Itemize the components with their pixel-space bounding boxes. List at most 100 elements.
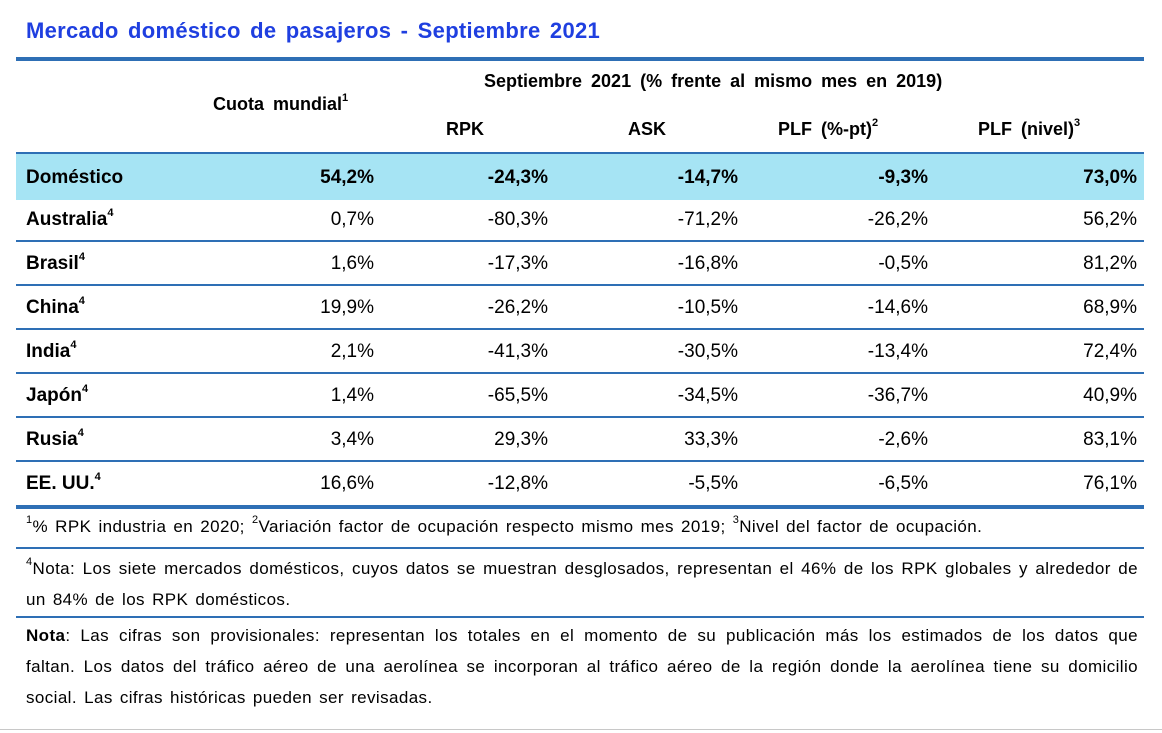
header-plf-pt-sup: 2	[871, 117, 879, 129]
cell-plf-pt: -0,5%	[878, 253, 928, 274]
header-plf-pt-label: PLF (%-pt)	[778, 119, 872, 139]
header-plf-nivel: PLF (nivel)3	[978, 117, 1081, 140]
header-ask-label: ASK	[628, 119, 667, 139]
row-name-text: Japón	[26, 385, 82, 406]
header-rpk-label: RPK	[446, 119, 485, 139]
row-name-text: EE. UU.	[26, 473, 95, 494]
row-name: EE. UU.4	[26, 462, 101, 506]
row-name: Japón4	[26, 374, 88, 418]
cell-rpk: -24,3%	[487, 167, 548, 188]
page-bottom-line	[0, 729, 1162, 730]
cell-rpk: -80,3%	[487, 209, 548, 230]
row-name: Rusia4	[26, 418, 84, 462]
row-divider	[16, 372, 1144, 374]
header-ask: ASK	[628, 119, 666, 140]
header-rpk: RPK	[446, 119, 484, 140]
cell-plf-pt: -14,6%	[867, 297, 928, 318]
row-divider	[16, 240, 1144, 242]
table-bottom-rule	[16, 505, 1144, 509]
header-plf-nivel-label: PLF (nivel)	[978, 119, 1075, 139]
footnote-divider	[16, 616, 1144, 618]
footnote-4: 4Nota: Los siete mercados domésticos, cu…	[26, 553, 1138, 615]
cell-ask: -34,5%	[677, 385, 738, 406]
cell-ask: -30,5%	[677, 341, 738, 362]
cell-rpk: -41,3%	[487, 341, 548, 362]
cell-ask: -5,5%	[688, 473, 738, 494]
cell-plf-nivel: 83,1%	[1083, 429, 1137, 450]
cell-cuota: 54,2%	[320, 167, 374, 188]
cell-rpk: -65,5%	[487, 385, 548, 406]
header-cuota-label: Cuota mundial	[213, 94, 342, 114]
note-text: : Las cifras son provisionales: represen…	[26, 626, 1138, 707]
fn4-text: Nota: Los siete mercados domésticos, cuy…	[26, 559, 1138, 609]
general-note: Nota: Las cifras son provisionales: repr…	[26, 620, 1138, 713]
row-name: Doméstico	[26, 156, 123, 200]
fn4-sup: 4	[26, 556, 33, 569]
cell-rpk: -26,2%	[487, 297, 548, 318]
row-name-text: Rusia	[26, 429, 78, 450]
row-name-sup: 4	[77, 426, 84, 439]
cell-cuota: 19,9%	[320, 297, 374, 318]
footnote-divider	[16, 547, 1144, 549]
row-name-sup: 4	[81, 382, 89, 395]
table-row: China4 19,9% -26,2% -10,5% -14,6% 68,9%	[16, 286, 1144, 330]
row-name-text: India	[26, 341, 71, 362]
cell-cuota: 1,6%	[330, 253, 374, 274]
cell-plf-pt: -36,7%	[867, 385, 928, 406]
header-plf-nivel-sup: 3	[1074, 117, 1081, 129]
row-divider	[16, 460, 1144, 462]
cell-plf-nivel: 40,9%	[1083, 385, 1137, 406]
cell-cuota: 0,7%	[330, 209, 374, 230]
cell-ask: 33,3%	[684, 429, 738, 450]
cell-plf-nivel: 72,4%	[1083, 341, 1137, 362]
row-name-sup: 4	[78, 294, 85, 307]
row-name-sup: 4	[70, 338, 77, 351]
cell-rpk: -17,3%	[487, 253, 548, 274]
cell-plf-nivel: 68,9%	[1083, 297, 1137, 318]
fn2-text: Variación factor de ocupación respecto m…	[258, 517, 733, 536]
cell-cuota: 2,1%	[330, 341, 374, 362]
cell-ask: -16,8%	[677, 253, 738, 274]
table-row: Doméstico 54,2% -24,3% -14,7% -9,3% 73,0…	[16, 156, 1144, 200]
row-name-sup: 4	[107, 206, 114, 219]
row-name: China4	[26, 286, 85, 330]
cell-cuota: 1,4%	[330, 385, 374, 406]
table-row: EE. UU.4 16,6% -12,8% -5,5% -6,5% 76,1%	[16, 462, 1144, 506]
row-name-text: China	[26, 297, 79, 318]
cell-plf-nivel: 73,0%	[1083, 167, 1137, 188]
highlight-band	[16, 154, 1144, 200]
fn3-text: Nivel del factor de ocupación.	[739, 517, 983, 536]
row-name-text: Doméstico	[26, 167, 124, 188]
cell-cuota: 3,4%	[330, 429, 374, 450]
row-divider	[16, 284, 1144, 286]
table-row: Brasil4 1,6% -17,3% -16,8% -0,5% 81,2%	[16, 242, 1144, 286]
cell-plf-pt: -2,6%	[878, 429, 928, 450]
cell-plf-pt: -26,2%	[867, 209, 928, 230]
row-divider	[16, 416, 1144, 418]
cell-ask: -14,7%	[677, 167, 738, 188]
cell-plf-nivel: 81,2%	[1083, 253, 1137, 274]
header-cuota: Cuota mundial1	[213, 92, 349, 115]
row-name: Australia4	[26, 198, 113, 242]
fn1-sup: 1	[26, 514, 33, 527]
note-label: Nota	[26, 626, 66, 645]
row-divider	[16, 328, 1144, 330]
row-name-sup: 4	[94, 470, 101, 483]
cell-ask: -71,2%	[677, 209, 738, 230]
table-row: Australia4 0,7% -80,3% -71,2% -26,2% 56,…	[16, 198, 1144, 242]
cell-ask: -10,5%	[677, 297, 738, 318]
row-name: India4	[26, 330, 76, 374]
cell-cuota: 16,6%	[320, 473, 374, 494]
row-name: Brasil4	[26, 242, 85, 286]
fn1-text: % RPK industria en 2020;	[32, 517, 252, 536]
row-name-text: Australia	[26, 209, 108, 230]
cell-rpk: -12,8%	[487, 473, 548, 494]
fn2-sup: 2	[251, 514, 259, 527]
cell-rpk: 29,3%	[494, 429, 548, 450]
cell-plf-pt: -9,3%	[878, 167, 928, 188]
cell-plf-pt: -6,5%	[878, 473, 928, 494]
table-row: Japón4 1,4% -65,5% -34,5% -36,7% 40,9%	[16, 374, 1144, 418]
cell-plf-nivel: 56,2%	[1083, 209, 1137, 230]
header-cuota-sup: 1	[342, 92, 349, 104]
table-row: India4 2,1% -41,3% -30,5% -13,4% 72,4%	[16, 330, 1144, 374]
